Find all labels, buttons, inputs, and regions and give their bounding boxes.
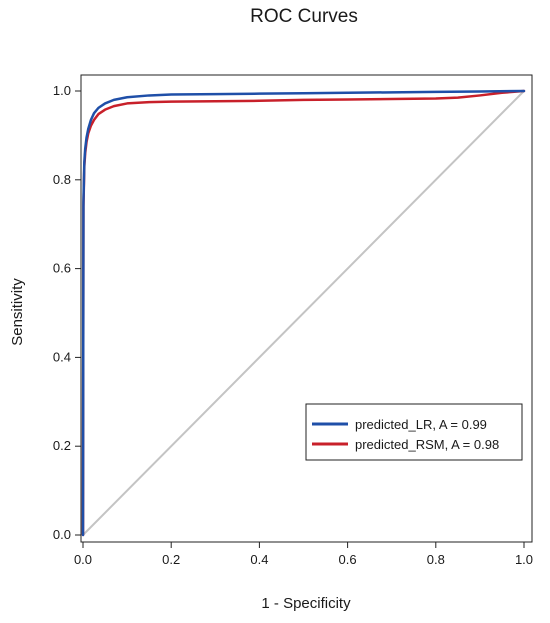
y-tick-label: 0.4 <box>53 349 71 364</box>
reference-diagonal-line <box>82 90 525 536</box>
y-tick-label: 0.8 <box>53 172 71 187</box>
x-tick-label: 1.0 <box>515 552 533 567</box>
x-tick-label: 0.6 <box>339 552 357 567</box>
x-tick-label: 0.2 <box>162 552 180 567</box>
y-tick-label: 0.0 <box>53 527 71 542</box>
y-tick-label: 0.6 <box>53 261 71 276</box>
chart-title: ROC Curves <box>250 6 358 27</box>
x-tick-label: 0.8 <box>427 552 445 567</box>
legend-entry-rsm: predicted_RSM, A = 0.98 <box>355 437 499 452</box>
series-layer <box>81 89 526 537</box>
y-axis-label: Sensitivity <box>9 278 26 346</box>
axis-ticks: 0.0 0.2 0.4 0.6 0.8 1.0 0.0 0.2 0.4 0.6 0.8 1.0 <box>53 83 533 567</box>
legend: predicted_LR, A = 0.99 predicted_RSM, A … <box>305 403 523 461</box>
x-tick-label: 0.0 <box>74 552 92 567</box>
x-axis-label: 1 - Specificity <box>261 595 351 612</box>
y-tick-label: 1.0 <box>53 83 71 98</box>
legend-entry-lr: predicted_LR, A = 0.99 <box>355 417 487 432</box>
plot-frame <box>80 74 533 543</box>
series-line-lr <box>81 89 526 537</box>
x-tick-label: 0.4 <box>250 552 268 567</box>
legend-box <box>305 403 523 461</box>
y-tick-label: 0.2 <box>53 438 71 453</box>
